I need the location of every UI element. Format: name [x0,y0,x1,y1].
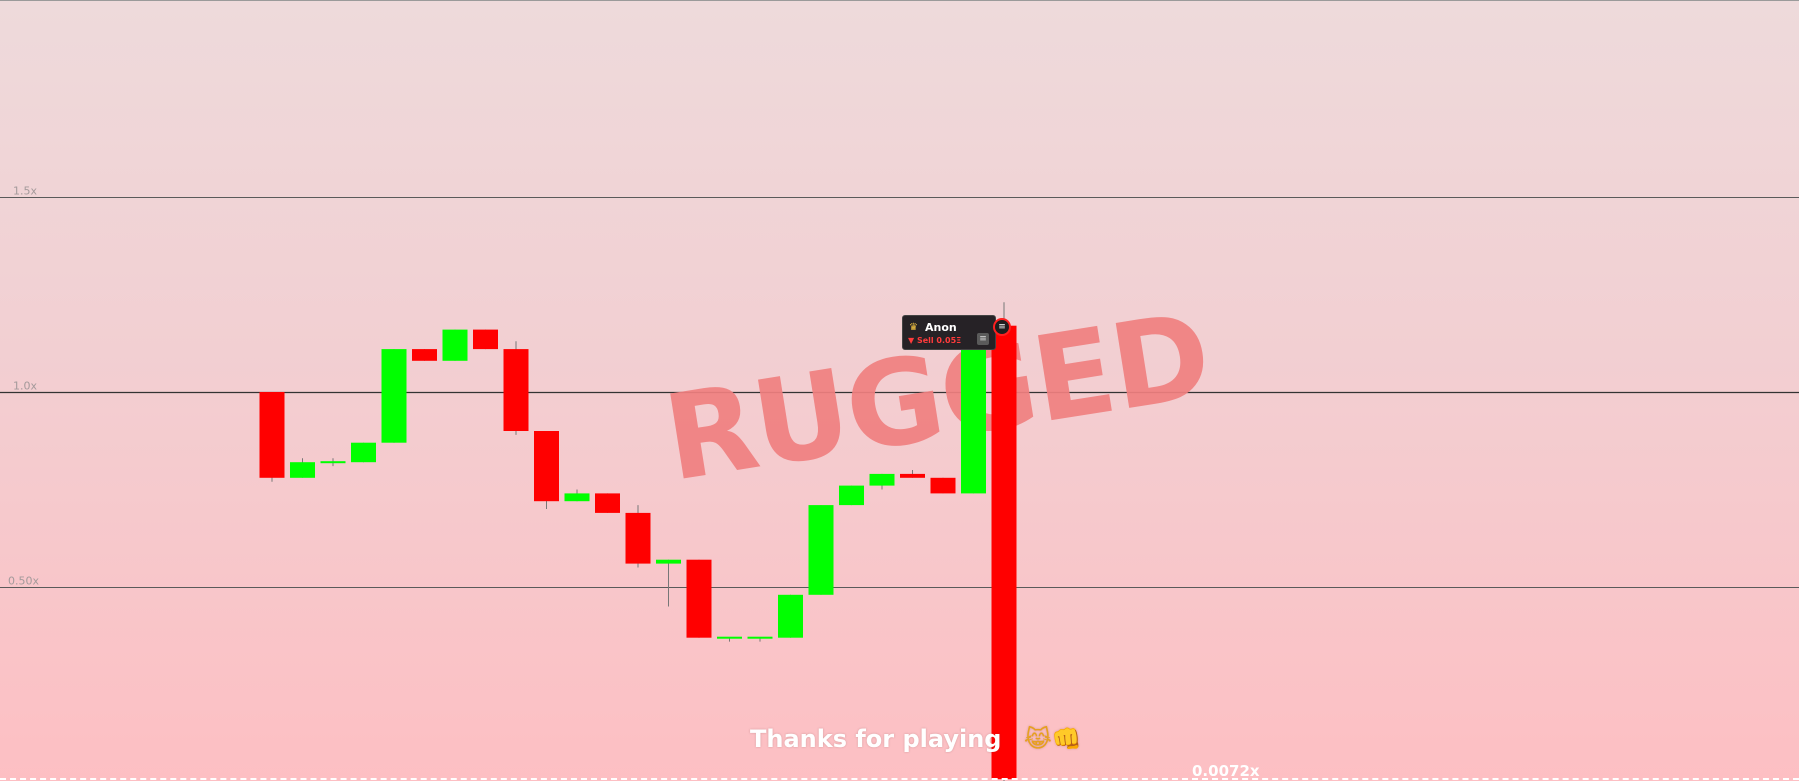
candle-body-down [412,349,437,361]
candle [595,493,620,513]
candle-body-up [290,462,315,478]
candle-body-down [686,559,712,638]
candle-body-up [961,325,986,494]
candle [320,458,346,467]
candle [747,636,773,642]
bottom-dashed-line [0,778,1799,780]
candle-body-up [442,329,468,361]
y-axis-label: 1.0x [13,380,37,393]
candle-body-down [259,392,285,478]
candle [625,505,651,568]
thanks-text: Thanks for playing [750,725,1002,753]
candle-body-up [778,594,803,638]
player-name: Anon [925,321,957,334]
candle-body-down [991,325,1017,780]
candle-body-down [625,512,651,564]
y-axis-label: 0.50x [8,575,39,588]
candle-body-down [900,473,925,478]
candle-body-up [320,461,346,464]
candle-body-down [503,349,529,431]
candle-body-up [564,493,590,502]
candle [839,485,864,506]
candle-body-down [930,477,956,494]
candle [381,349,407,443]
candle-body-down [534,431,559,502]
candle-body-down [473,329,498,350]
candle [717,636,742,642]
candle [778,594,803,638]
candle [991,302,1017,781]
candle [869,473,895,490]
candle-body-up [381,349,407,443]
gridlines [0,197,1799,588]
candle [442,329,468,361]
player-trade-tag[interactable]: ♛ Anon ▼ Sell 0.05Ξ ≡ [902,315,996,350]
candle [503,341,529,435]
candle [961,325,986,494]
candle-body-down [595,493,620,513]
token-icon: ≡ [977,333,989,345]
candle [686,559,712,638]
candle [351,442,376,463]
candle [656,559,681,607]
candle [564,489,590,502]
candle-body-up [656,559,681,564]
y-axis-label: 1.5x [13,185,37,198]
trade-action: ▼ Sell 0.05Ξ [908,336,962,345]
candles [259,302,1017,781]
candle-body-up [869,473,895,486]
crown-icon: ♛ [909,322,918,333]
candle [412,349,437,361]
candle-body-up [808,505,834,595]
thanks-message: Thanks for playing 😹👊 [750,722,1082,756]
y-axis-labels: 1.5x 1.0x 0.50x [8,185,39,588]
candle-body-up [839,485,864,506]
candle [259,392,285,482]
candle-body-up [747,636,773,639]
candle [930,477,956,494]
candle [808,505,834,595]
laughing-cat-fist-icon: 😹👊 [1023,725,1082,753]
candle-body-up [351,442,376,463]
candle-body-up [717,636,742,639]
current-price-marker: ≡ [993,318,1011,336]
candle [290,458,315,478]
candle [473,329,498,350]
final-multiplier: 0.0072x [1192,762,1260,780]
token-marker-icon: ≡ [998,322,1006,332]
candle [534,431,559,509]
candle [900,470,925,478]
